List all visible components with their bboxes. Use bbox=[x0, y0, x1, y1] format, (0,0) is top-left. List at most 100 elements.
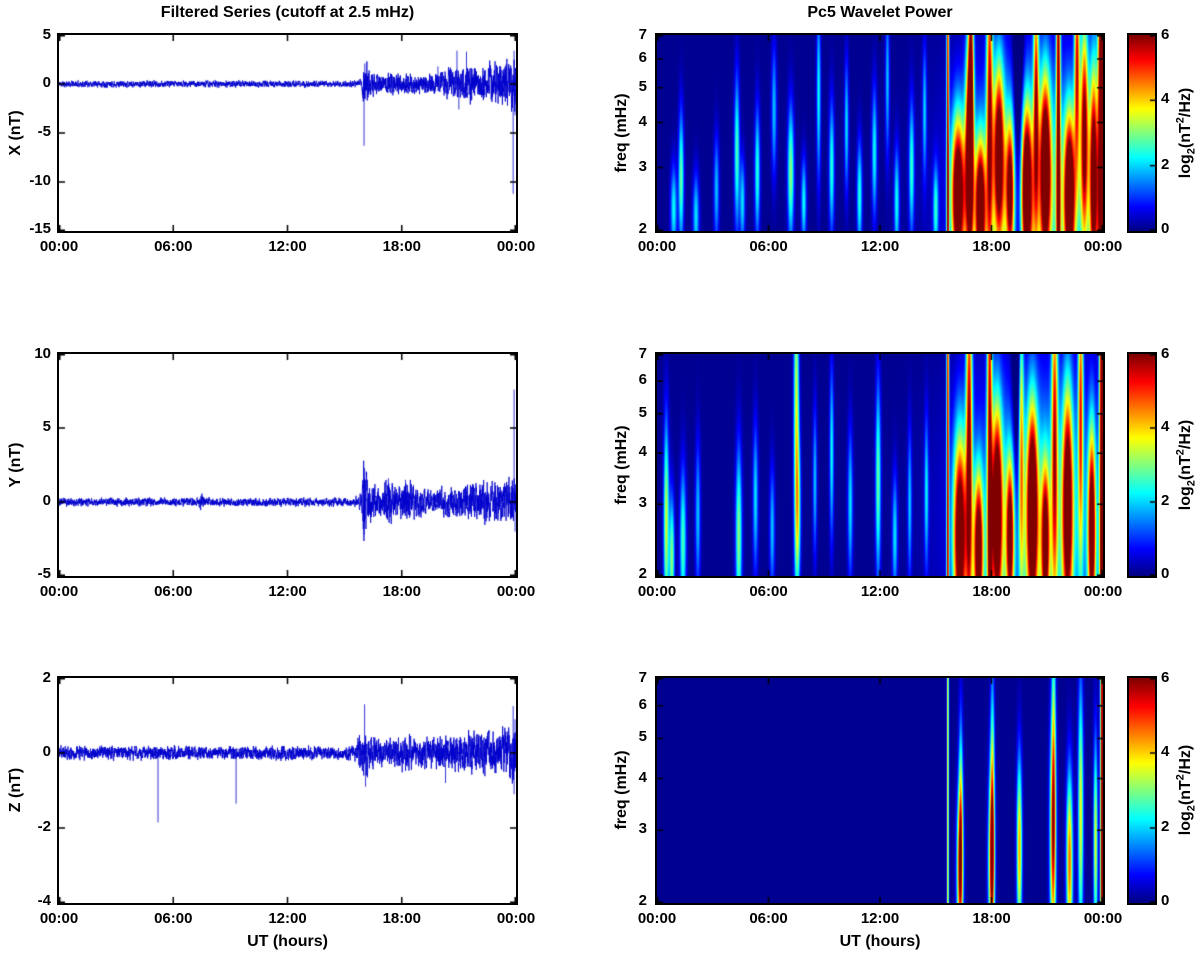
tick-label: 7 bbox=[638, 344, 647, 362]
tick-label: 00:00 bbox=[1083, 910, 1123, 927]
z-series-ylabel: Z (nT) bbox=[7, 767, 24, 813]
tick-label: 5 bbox=[42, 418, 51, 435]
tick-label: 12:00 bbox=[860, 238, 900, 255]
tick-label: -15 bbox=[29, 220, 51, 238]
plot-z-wavelet-power bbox=[655, 676, 1105, 905]
colorbar-label-sub: 2 bbox=[1185, 480, 1198, 487]
plot-x-filtered-series bbox=[57, 33, 518, 233]
tick-label: 00:00 bbox=[39, 910, 79, 927]
colorbar-label-text: (nT bbox=[1177, 123, 1195, 149]
tick-label: 06:00 bbox=[154, 238, 193, 255]
tick-label: 00:00 bbox=[637, 583, 677, 600]
right-column-title: Pc5 Wavelet Power bbox=[807, 4, 953, 21]
tick-label: 18:00 bbox=[972, 238, 1011, 255]
tick-label: 00:00 bbox=[39, 583, 79, 600]
tick-label: -5 bbox=[37, 123, 51, 140]
plot-x-wavelet-power bbox=[655, 33, 1105, 233]
tick-label: 2 bbox=[1161, 155, 1170, 173]
tick-label: 5 bbox=[638, 77, 647, 95]
tick-label: 6 bbox=[638, 371, 647, 389]
tick-label: 12:00 bbox=[268, 583, 307, 600]
tick-label: 3 bbox=[638, 494, 647, 512]
colorbar-label-sub: 2 bbox=[1185, 805, 1198, 812]
tick-label: 18:00 bbox=[972, 910, 1011, 927]
tick-label: 4 bbox=[638, 768, 647, 786]
plot-z-filtered-series bbox=[57, 676, 518, 905]
colorbar-label-sup: 2 bbox=[1174, 774, 1187, 781]
tick-label: -10 bbox=[29, 172, 51, 189]
tick-label: 00:00 bbox=[1083, 583, 1123, 600]
colorbar-label-text: (nT bbox=[1177, 455, 1195, 481]
left-column-title: Filtered Series (cutoff at 2.5 mHz) bbox=[160, 4, 415, 21]
right-x-axis-label: UT (hours) bbox=[839, 933, 921, 950]
colorbar-y bbox=[1127, 352, 1157, 578]
y-series-ylabel: Y (nT) bbox=[7, 442, 24, 488]
tick-label: 6 bbox=[1161, 25, 1170, 43]
tick-label: 5 bbox=[638, 403, 647, 421]
tick-label: 6 bbox=[638, 49, 647, 67]
tick-label: 6 bbox=[1161, 668, 1170, 686]
tick-label: 0 bbox=[42, 743, 51, 760]
tick-label: 2 bbox=[638, 565, 647, 583]
colorbar-x-canvas bbox=[1129, 35, 1155, 231]
tick-label: 10 bbox=[34, 344, 51, 362]
y-wavelet-ylabel: freq (mHz) bbox=[613, 425, 630, 505]
x-series-canvas bbox=[59, 35, 516, 231]
tick-label: 7 bbox=[638, 25, 647, 43]
z-wavelet-ylabel: freq (mHz) bbox=[613, 750, 630, 830]
tick-label: 0 bbox=[42, 492, 51, 509]
tick-label: 6 bbox=[1161, 344, 1170, 362]
tick-label: 4 bbox=[638, 112, 647, 130]
tick-label: 18:00 bbox=[382, 910, 421, 927]
plot-y-wavelet-power bbox=[655, 352, 1105, 578]
tick-label: 4 bbox=[638, 443, 647, 461]
tick-label: 12:00 bbox=[860, 910, 900, 927]
y-wavelet-canvas bbox=[657, 354, 1103, 576]
tick-label: 2 bbox=[1161, 492, 1170, 509]
tick-label: 00:00 bbox=[39, 238, 79, 255]
z-wavelet-canvas bbox=[657, 678, 1103, 903]
colorbar-z bbox=[1127, 676, 1157, 905]
tick-label: 5 bbox=[42, 25, 51, 43]
tick-label: 3 bbox=[638, 157, 647, 175]
tick-label: 00:00 bbox=[637, 910, 677, 927]
tick-label: 18:00 bbox=[972, 583, 1011, 600]
tick-label: 18:00 bbox=[382, 238, 421, 255]
tick-label: 12:00 bbox=[860, 583, 900, 600]
colorbar-label-sup: 2 bbox=[1174, 449, 1187, 456]
colorbar-x bbox=[1127, 33, 1157, 233]
colorbar-z-canvas bbox=[1129, 678, 1155, 903]
tick-label: 12:00 bbox=[268, 238, 307, 255]
colorbar-label-text: (nT bbox=[1177, 780, 1195, 806]
tick-label: 2 bbox=[1161, 818, 1170, 835]
tick-label: 0 bbox=[1161, 892, 1170, 910]
tick-label: 7 bbox=[638, 668, 647, 686]
colorbar-y-canvas bbox=[1129, 354, 1155, 576]
z-series-canvas bbox=[59, 678, 516, 903]
left-x-axis-label: UT (hours) bbox=[247, 933, 328, 950]
tick-label: 06:00 bbox=[749, 238, 788, 255]
tick-label: -4 bbox=[37, 892, 51, 910]
tick-label: 0 bbox=[42, 74, 51, 91]
tick-label: 06:00 bbox=[749, 583, 788, 600]
tick-label: 06:00 bbox=[154, 910, 193, 927]
tick-label: 4 bbox=[1161, 418, 1170, 435]
tick-label: 6 bbox=[638, 695, 647, 713]
tick-label: 06:00 bbox=[749, 910, 788, 927]
tick-label: 0 bbox=[1161, 220, 1170, 238]
tick-label: -5 bbox=[37, 565, 51, 583]
colorbar-label-sub: 2 bbox=[1185, 148, 1198, 155]
tick-label: 18:00 bbox=[382, 583, 421, 600]
tick-label: 00:00 bbox=[637, 238, 677, 255]
tick-label: 2 bbox=[638, 220, 647, 238]
tick-label: 12:00 bbox=[268, 910, 307, 927]
tick-label: 5 bbox=[638, 728, 647, 746]
x-wavelet-canvas bbox=[657, 35, 1103, 231]
tick-label: 3 bbox=[638, 820, 647, 838]
plot-y-filtered-series bbox=[57, 352, 518, 578]
tick-label: -2 bbox=[37, 818, 51, 835]
tick-label: 2 bbox=[42, 668, 51, 686]
tick-label: 00:00 bbox=[1083, 238, 1123, 255]
colorbar-label-sup: 2 bbox=[1174, 117, 1187, 124]
